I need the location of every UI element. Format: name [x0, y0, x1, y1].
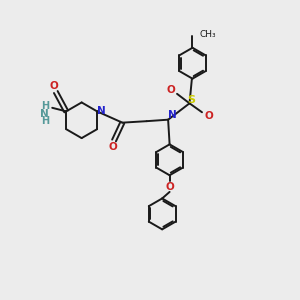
Text: H: H: [41, 116, 49, 126]
Text: N: N: [97, 106, 106, 116]
Text: H: H: [41, 101, 49, 111]
Text: O: O: [49, 80, 58, 91]
Text: CH₃: CH₃: [199, 30, 216, 39]
Text: O: O: [167, 85, 176, 95]
Text: O: O: [108, 142, 117, 152]
Text: S: S: [187, 95, 195, 105]
Text: O: O: [165, 182, 174, 192]
Text: N: N: [40, 109, 49, 119]
Text: N: N: [168, 110, 176, 120]
Text: O: O: [204, 111, 213, 121]
